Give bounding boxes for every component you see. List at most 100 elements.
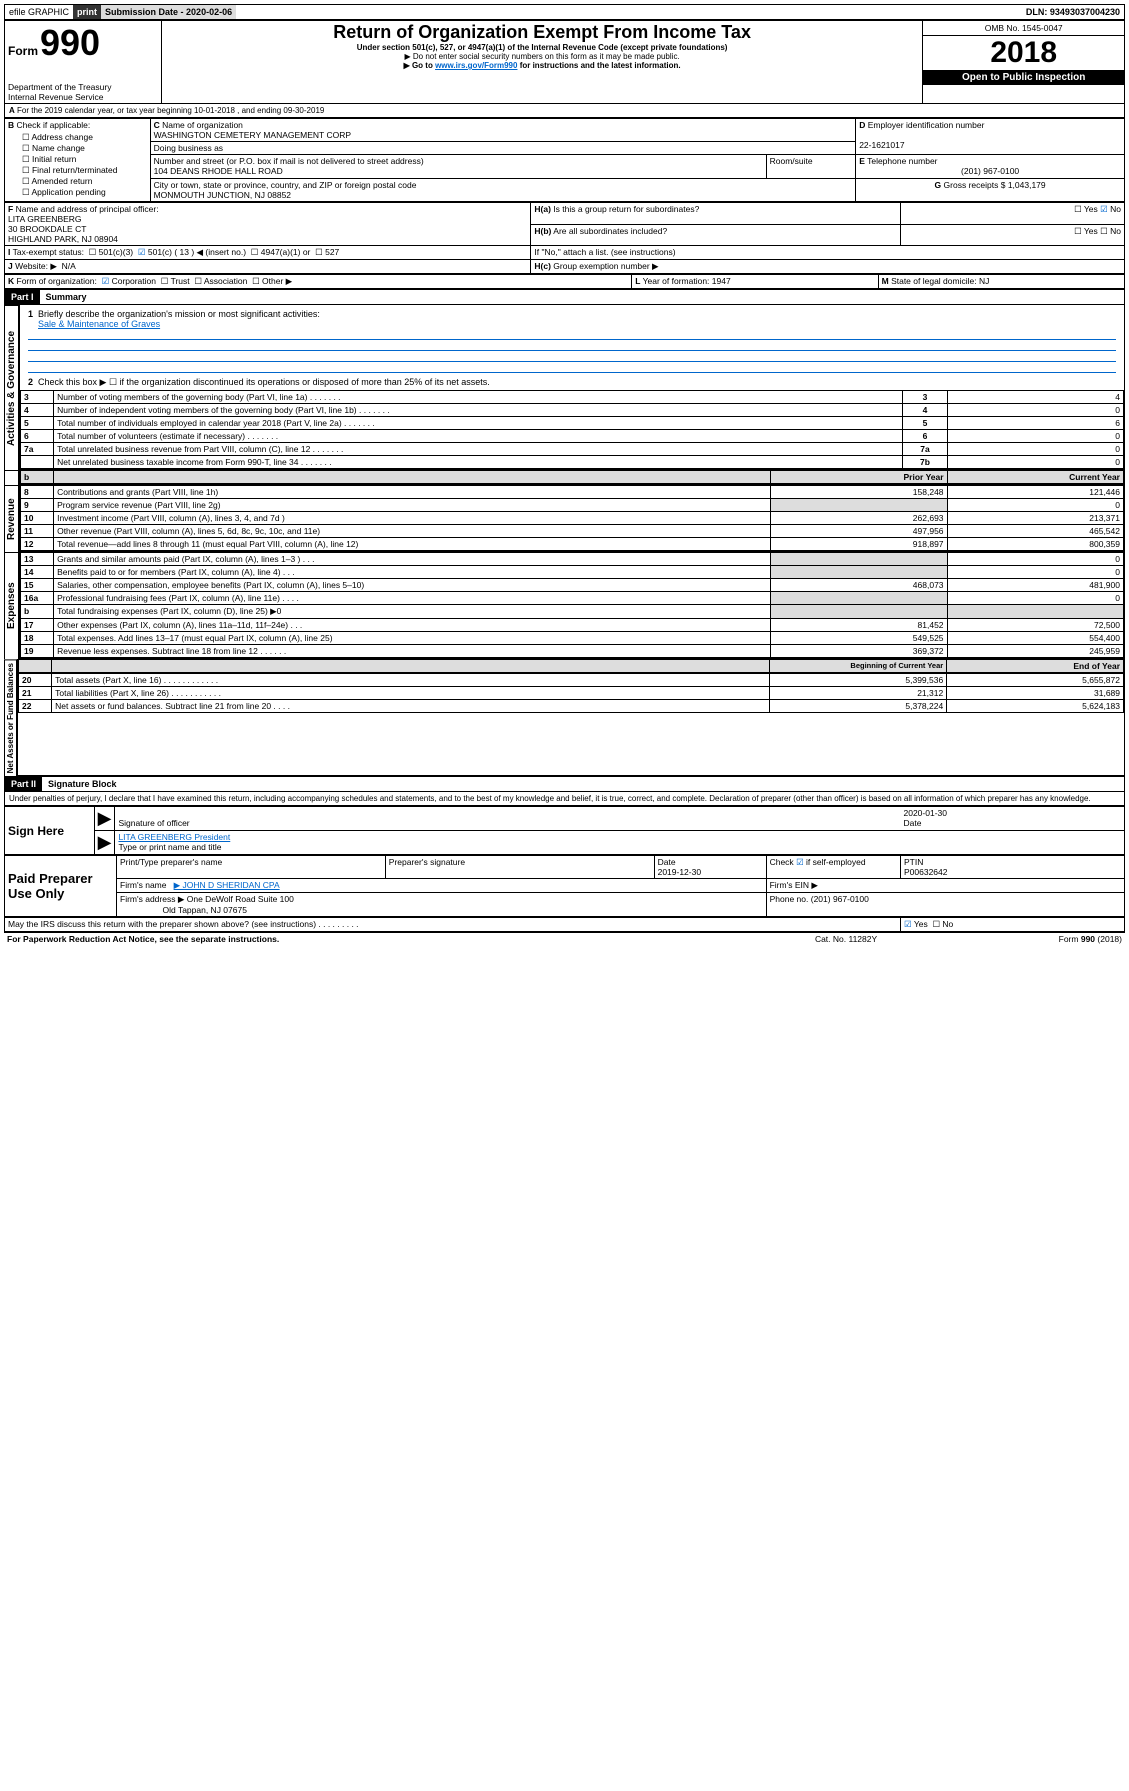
fhi-block: F Name and address of principal officer:…: [4, 202, 1125, 274]
perjury-declaration: Under penalties of perjury, I declare th…: [4, 792, 1125, 806]
amount-row: 18Total expenses. Add lines 13–17 (must …: [21, 632, 1124, 645]
submission-date: Submission Date - 2020-02-06: [101, 5, 236, 19]
part-i-title: Summary: [40, 290, 93, 304]
ptin-label: PTIN: [904, 857, 923, 867]
b-options: Address changeName changeInitial returnF…: [22, 132, 147, 198]
end-year-head: End of Year: [947, 660, 1124, 673]
amount-row: 14Benefits paid to or for members (Part …: [21, 566, 1124, 579]
summary-row: 6Total number of volunteers (estimate if…: [21, 430, 1124, 443]
amount-row: 22Net assets or fund balances. Subtract …: [19, 700, 1124, 713]
b-option[interactable]: Amended return: [22, 176, 147, 187]
gross-receipts: 1,043,179: [1008, 180, 1046, 190]
summary-row: 3Number of voting members of the governi…: [21, 391, 1124, 404]
hb-no[interactable]: [1100, 226, 1110, 236]
hc-label: Group exemption number ▶: [553, 261, 658, 271]
i-527-check[interactable]: [315, 247, 325, 257]
i-label: Tax-exempt status:: [13, 247, 84, 257]
discuss-yes[interactable]: [904, 919, 914, 929]
instructions-link[interactable]: www.irs.gov/Form990: [435, 61, 517, 70]
summary-row: 7aTotal unrelated business revenue from …: [21, 443, 1124, 456]
officer-addr1: 30 BROOKDALE CT: [8, 224, 86, 234]
pra-notice: For Paperwork Reduction Act Notice, see …: [4, 933, 754, 946]
officer-name: LITA GREENBERG: [8, 214, 82, 224]
vlabel-revenue: Revenue: [4, 485, 19, 552]
vlabel-expenses: Expenses: [4, 552, 19, 659]
ha-label: Is this a group return for subordinates?: [553, 204, 699, 214]
firm-phone-label: Phone no.: [770, 894, 809, 904]
section-a: A For the 2019 calendar year, or tax yea…: [4, 104, 1125, 118]
type-name-label: Type or print name and title: [118, 842, 221, 852]
discuss-no[interactable]: [932, 919, 942, 929]
org-name: WASHINGTON CEMETERY MANAGEMENT CORP: [154, 130, 351, 140]
ha-yes[interactable]: [1074, 204, 1084, 214]
self-employed-check[interactable]: [796, 857, 806, 867]
subtitle-3: ▶ Go to www.irs.gov/Form990 for instruct…: [165, 61, 920, 70]
firm-name-label: Firm's name: [120, 880, 167, 890]
part-ii-title: Signature Block: [42, 777, 123, 791]
preparer-name-label: Print/Type preparer's name: [117, 856, 386, 879]
m-label: State of legal domicile:: [891, 276, 977, 286]
efile-label: efile GRAPHIC: [5, 5, 73, 19]
part-ii-header: Part II Signature Block: [4, 776, 1125, 792]
b-option[interactable]: Name change: [22, 143, 147, 154]
cat-no: Cat. No. 11282Y: [754, 933, 938, 946]
sign-date: 2020-01-30: [904, 808, 947, 818]
firm-phone: (201) 967-0100: [811, 894, 869, 904]
firm-ein-label: Firm's EIN ▶: [766, 879, 1124, 893]
firm-name: ▶ JOHN D SHERIDAN CPA: [174, 880, 280, 890]
top-bar: efile GRAPHIC print Submission Date - 20…: [4, 4, 1125, 20]
city-label: City or town, state or province, country…: [154, 180, 417, 190]
b-option[interactable]: Final return/terminated: [22, 165, 147, 176]
subtitle-2: ▶ Do not enter social security numbers o…: [165, 52, 920, 61]
d-label: Employer identification number: [868, 120, 985, 130]
amount-row: 13Grants and similar amounts paid (Part …: [21, 553, 1124, 566]
prep-date: 2019-12-30: [658, 867, 701, 877]
amount-row: 20Total assets (Part X, line 16) . . . .…: [19, 674, 1124, 687]
preparer-sig-label: Preparer's signature: [385, 856, 654, 879]
line1-label: Briefly describe the organization's miss…: [38, 309, 320, 319]
c-name-label: Name of organization: [162, 120, 243, 130]
i-501c-check[interactable]: [138, 247, 148, 257]
part-i-bar: Part I: [5, 290, 40, 304]
firm-addr2: Old Tappan, NJ 07675: [163, 905, 247, 915]
e-label: Telephone number: [867, 156, 937, 166]
amount-row: 16aProfessional fundraising fees (Part I…: [21, 592, 1124, 605]
b-option[interactable]: Address change: [22, 132, 147, 143]
form-title: Return of Organization Exempt From Incom…: [165, 22, 920, 43]
b-option[interactable]: Initial return: [22, 154, 147, 165]
mission-text: Sale & Maintenance of Graves: [38, 319, 160, 329]
b-option[interactable]: Application pending: [22, 187, 147, 198]
hb-yes[interactable]: [1074, 226, 1084, 236]
addr-label: Number and street (or P.O. box if mail i…: [154, 156, 424, 166]
amount-row: 21Total liabilities (Part X, line 26) . …: [19, 687, 1124, 700]
header-block: Form990 Department of the Treasury Inter…: [4, 20, 1125, 104]
i-4947-check[interactable]: [251, 247, 261, 257]
amount-row: 11Other revenue (Part VIII, column (A), …: [21, 525, 1124, 538]
website: N/A: [62, 261, 76, 271]
paid-preparer-label: Paid Preparer Use Only: [5, 856, 117, 917]
city-state-zip: MONMOUTH JUNCTION, NJ 08852: [154, 190, 291, 200]
officer-addr2: HIGHLAND PARK, NJ 08904: [8, 234, 118, 244]
summary-row: Net unrelated business taxable income fr…: [21, 456, 1124, 469]
date-label: Date: [904, 818, 922, 828]
ha-no[interactable]: [1100, 204, 1110, 214]
i-501c3-check[interactable]: [89, 247, 99, 257]
omb-number: OMB No. 1545-0047: [923, 21, 1124, 36]
amount-row: bTotal fundraising expenses (Part IX, co…: [21, 605, 1124, 619]
open-public: Open to Public Inspection: [923, 70, 1124, 85]
irs-label: Internal Revenue Service: [8, 92, 158, 102]
amount-row: 8Contributions and grants (Part VIII, li…: [21, 486, 1124, 499]
signature-label: Signature of officer: [118, 818, 189, 828]
print-button[interactable]: print: [73, 5, 101, 19]
summary-row: 5Total number of individuals employed in…: [21, 417, 1124, 430]
b-label: Check if applicable:: [17, 120, 91, 130]
firm-addr-label: Firm's address ▶: [120, 894, 184, 904]
amount-row: 17Other expenses (Part IX, column (A), l…: [21, 619, 1124, 632]
klm-block: K Form of organization: Corporation Trus…: [4, 274, 1125, 289]
part-i-header: Part I Summary: [4, 289, 1125, 305]
amount-row: 15Salaries, other compensation, employee…: [21, 579, 1124, 592]
tax-year: 2018: [923, 36, 1124, 70]
officer-name-title: LITA GREENBERG President: [118, 832, 230, 842]
f-label: Name and address of principal officer:: [16, 204, 159, 214]
prep-date-label: Date: [658, 857, 676, 867]
